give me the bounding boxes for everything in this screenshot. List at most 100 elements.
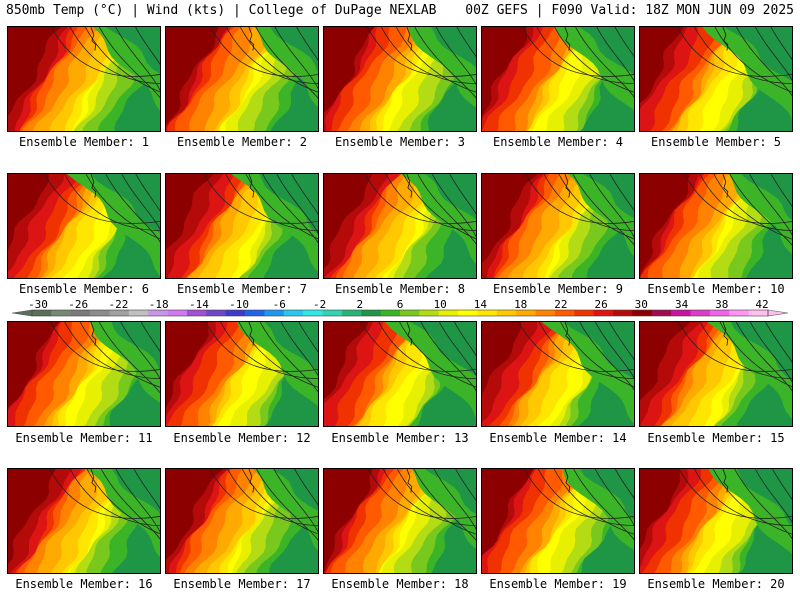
ensemble-panel: [481, 173, 635, 279]
ensemble-panel: [639, 173, 793, 279]
temp-band: [166, 322, 209, 409]
panel-label: Ensemble Member: 10: [647, 282, 785, 296]
colorbar-tick-label: -6: [273, 300, 286, 311]
colorbar-tick-label: -26: [68, 300, 88, 311]
panel-map: [8, 469, 160, 573]
contour-line: [367, 469, 476, 519]
ensemble-panel: [639, 468, 793, 574]
colorbar-tick-label: -30: [28, 300, 48, 311]
panel-map: [324, 469, 476, 573]
contour-line: [579, 322, 634, 391]
colorbar-segment: [167, 310, 188, 316]
panel-map: [8, 322, 160, 426]
colorbar-tick-label: 30: [635, 300, 648, 311]
temp-band: [640, 469, 681, 550]
cold-region: [263, 322, 318, 374]
colorbar-segment: [245, 310, 265, 316]
ensemble-panel: [323, 468, 477, 574]
coastline: [248, 469, 255, 493]
ensemble-panel: [165, 173, 319, 279]
panel-map: [166, 174, 318, 278]
contour-line: [558, 174, 634, 240]
colorbar-segment: [671, 310, 691, 316]
contour-line: [50, 27, 160, 77]
contour-line: [120, 322, 160, 380]
colorbar-segment: [380, 310, 401, 316]
panel-map: [166, 469, 318, 573]
contour-line: [366, 27, 476, 77]
colorbar-segment: [109, 310, 130, 316]
contour-line: [98, 322, 160, 394]
cold-region: [424, 174, 476, 220]
contour-line: [239, 27, 318, 93]
colorbar-segment: [709, 310, 730, 316]
contour-line: [135, 174, 160, 212]
contour-line: [399, 322, 476, 388]
contour-line: [431, 174, 476, 238]
temp-band: [166, 174, 214, 250]
contour-line: [573, 469, 634, 541]
contour-line: [438, 322, 476, 376]
contour-line: [678, 469, 792, 519]
contour-line: [765, 322, 792, 363]
ensemble-panel: [165, 321, 319, 427]
contour-line: [280, 322, 318, 377]
cold-region: [259, 174, 318, 235]
contour-line: [449, 174, 476, 215]
panel-map: [324, 174, 476, 278]
contour-line: [100, 469, 160, 540]
cold-region: [578, 27, 634, 75]
panel-label: Ensemble Member: 11: [15, 431, 153, 445]
contour-line: [413, 469, 476, 541]
colorbar-segment: [438, 310, 459, 316]
temp-band: [8, 174, 49, 250]
contour-line: [99, 27, 160, 99]
contour-line: [64, 174, 160, 231]
contour-line: [456, 27, 476, 58]
contour-line: [209, 469, 318, 519]
temp-band: [482, 174, 538, 264]
colorbar-tick-label: 2: [356, 300, 363, 311]
ensemble-panel: [7, 321, 161, 427]
cold-region: [741, 174, 792, 221]
contour-line: [360, 322, 476, 372]
colorbar-arrow-right: [767, 309, 789, 317]
contour-line: [536, 27, 634, 84]
colorbar-segment: [70, 310, 91, 316]
colorbar-segment: [264, 310, 285, 316]
ensemble-panel: [639, 26, 793, 132]
panel-label: Ensemble Member: 1: [18, 135, 150, 149]
contour-line: [382, 469, 476, 526]
colorbar-segment: [613, 310, 633, 316]
contour-line: [133, 469, 160, 509]
panel-label: Ensemble Member: 13: [331, 431, 469, 445]
colorbar-segment: [361, 310, 381, 316]
contour-line: [50, 322, 160, 372]
contour-line: [135, 27, 160, 65]
contour-line: [121, 174, 160, 230]
colorbar-segment: [554, 310, 575, 316]
colorbar-segment: [651, 310, 672, 316]
panel-label: Ensemble Member: 16: [15, 577, 153, 591]
contour-line: [291, 174, 318, 215]
coastline: [564, 322, 571, 346]
panel-map: [8, 174, 160, 278]
panel-label: Ensemble Member: 18: [331, 577, 469, 591]
coastline: [248, 174, 255, 198]
temp-band: [324, 174, 373, 269]
cold-region: [410, 322, 476, 377]
coastline: [722, 322, 729, 346]
coastline: [406, 322, 413, 346]
temp-band: [8, 322, 61, 408]
panel-label: Ensemble Member: 15: [647, 431, 785, 445]
colorbar-segment: [322, 310, 343, 316]
colorbar-segment: [593, 310, 614, 316]
contour-line: [453, 322, 476, 356]
contour-line: [380, 27, 476, 84]
ensemble-panel: [165, 468, 319, 574]
contour-line: [684, 174, 792, 224]
cold-region: [111, 322, 160, 371]
coastline: [406, 469, 413, 493]
contour-line: [525, 174, 634, 224]
contour-line: [259, 322, 318, 393]
